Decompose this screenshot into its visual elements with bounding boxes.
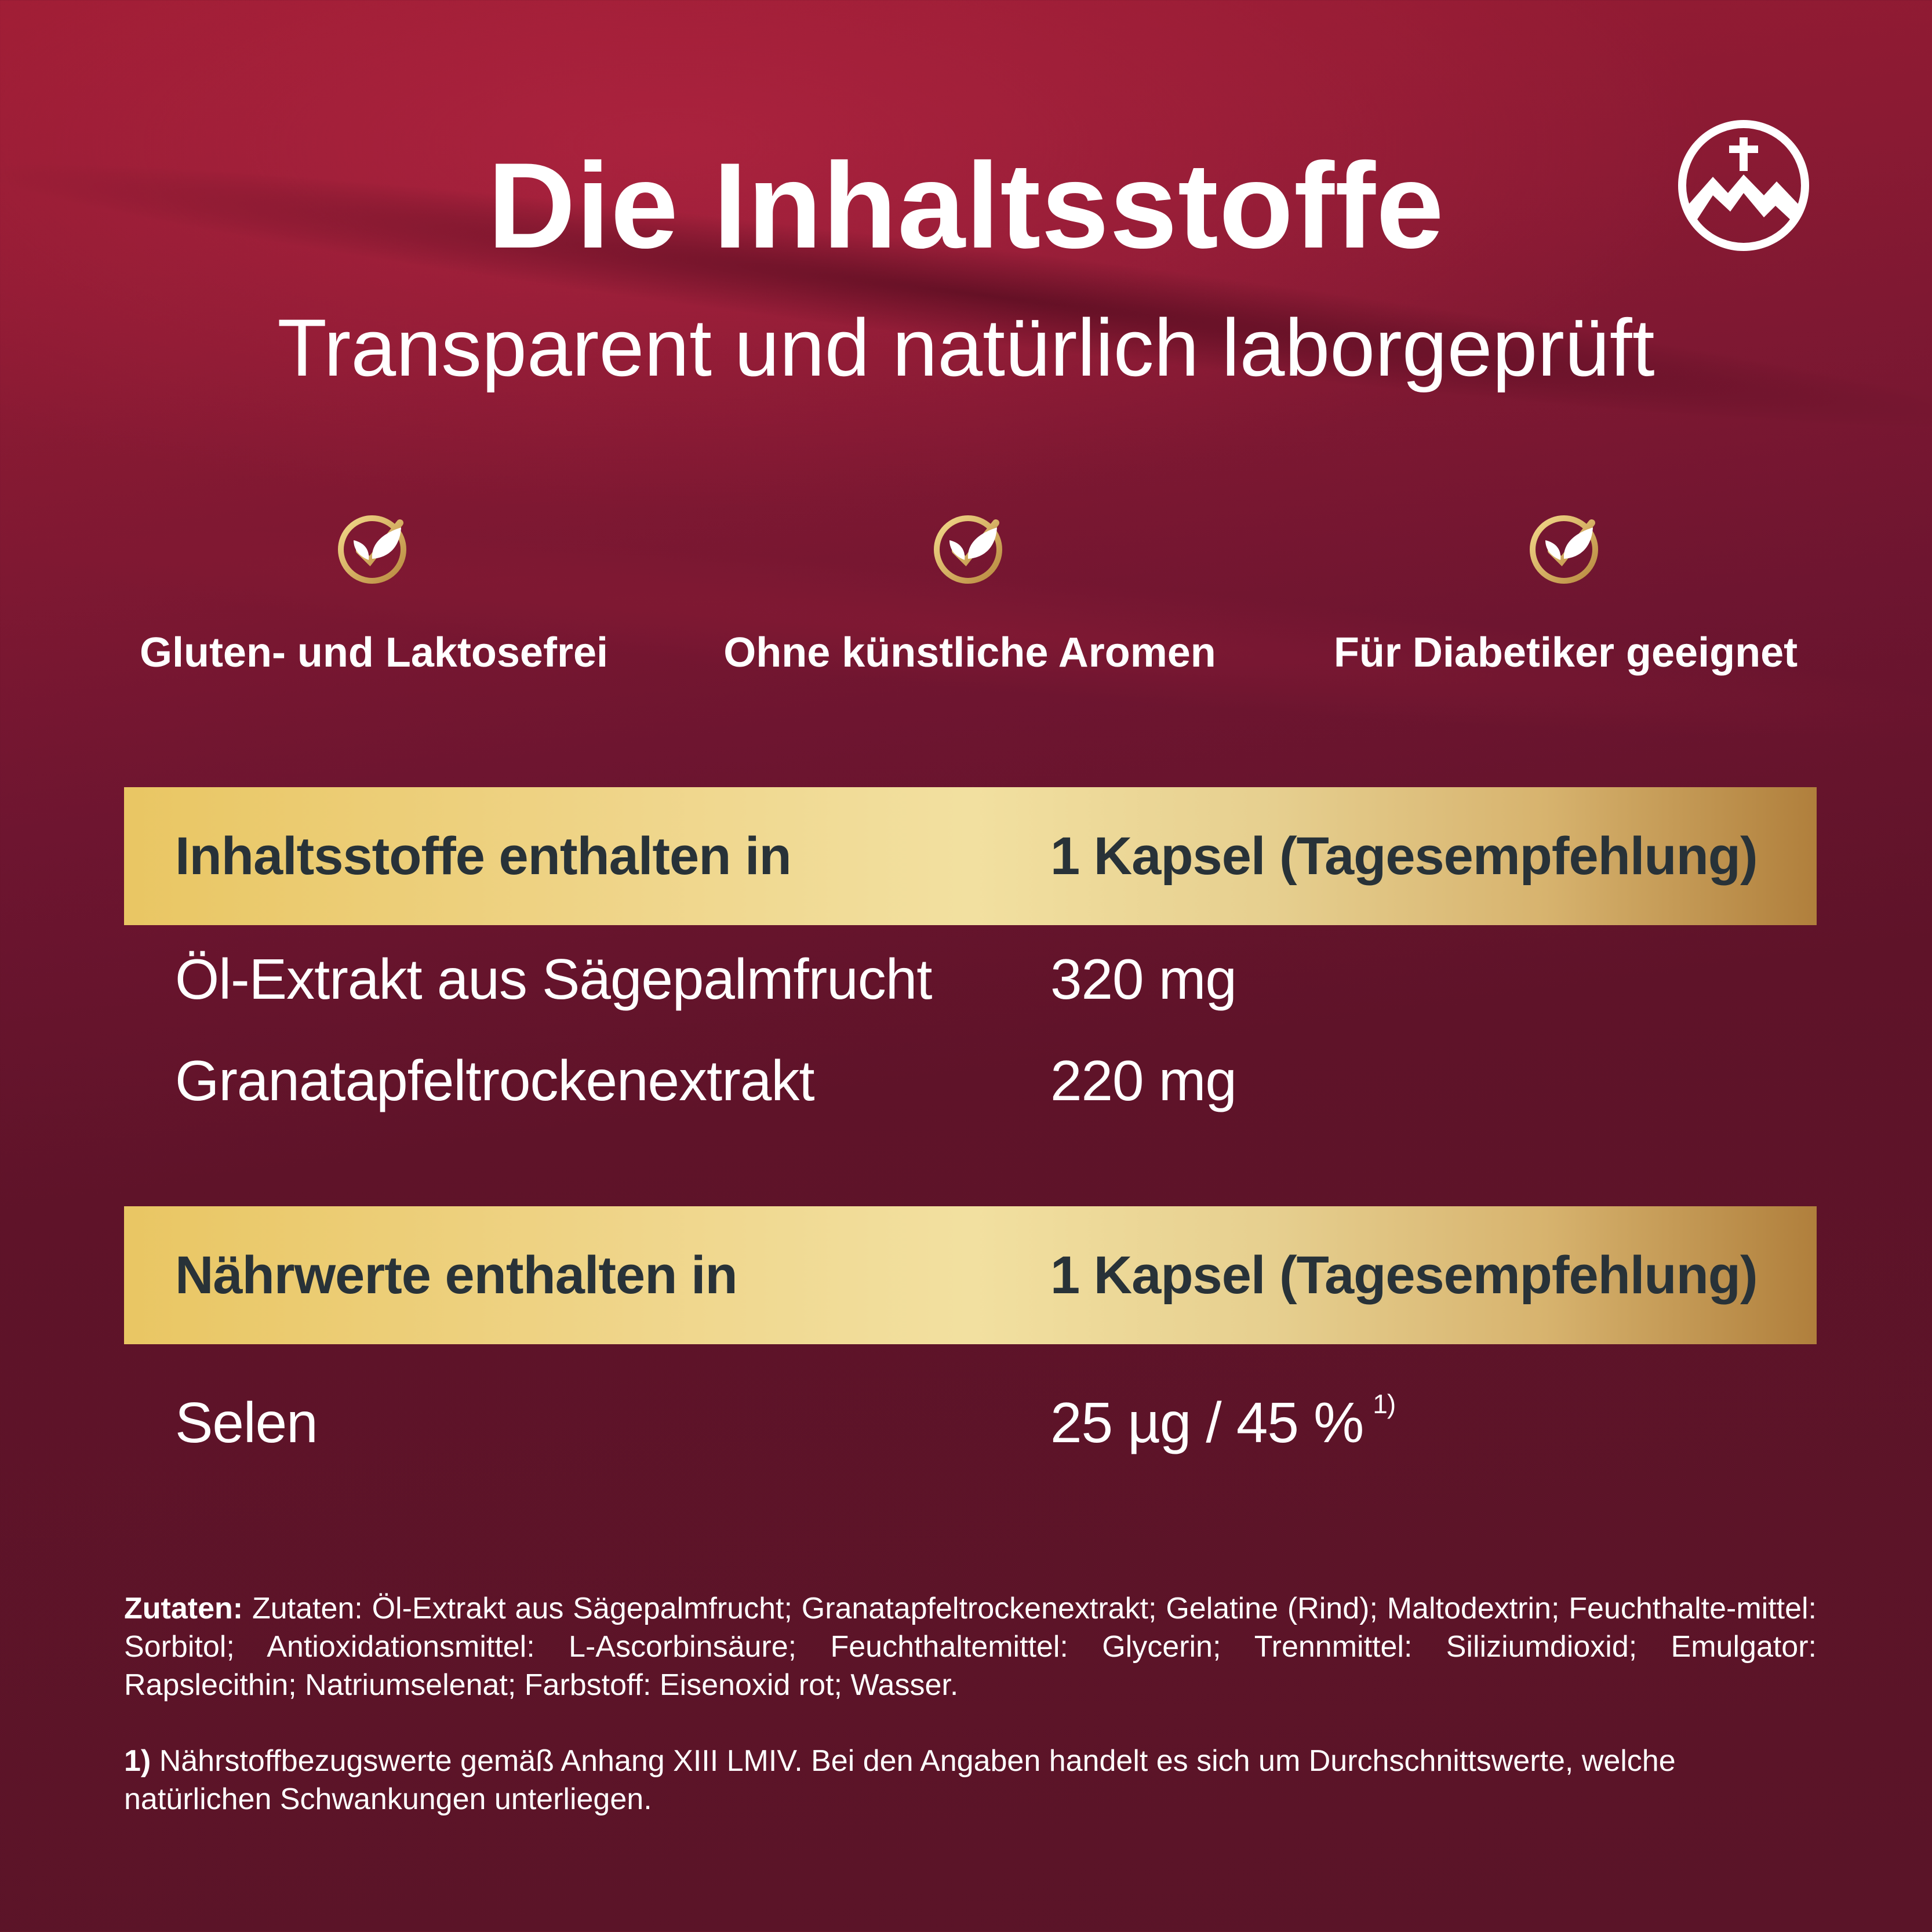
footnote: 1) Nährstoffbezugswerte gemäß Anhang XII… <box>124 1742 1817 1818</box>
nutrient-value-cell: 25 µg / 45 % 1) <box>1050 1391 1396 1454</box>
feature-gluten-lactose-free: Gluten- und Laktosefrei <box>70 510 678 674</box>
table-header-right: 1 Kapsel (Tagesempfehlung) <box>1050 826 1758 886</box>
ingredients-label: Zutaten: <box>124 1592 243 1625</box>
ingredient-value: 220 mg <box>1050 1049 1237 1112</box>
table-header-left: Inhaltsstoffe enthalten in <box>175 826 792 886</box>
page-subtitle: Transparent und natürlich laborgeprüft <box>277 302 1655 393</box>
nutrients-table-header: Nährwerte enthalten in 1 Kapsel (Tagesem… <box>124 1206 1817 1344</box>
leaf-check-icon <box>1530 515 1598 584</box>
feature-suitable-for-diabetics: Für Diabetiker geeignet <box>1261 510 1870 674</box>
footnote-label: 1) <box>124 1744 151 1778</box>
feature-label: Für Diabetiker geeignet <box>1333 630 1798 676</box>
feature-label: Ohne künstliche Aromen <box>723 630 1216 676</box>
ingredient-value: 320 mg <box>1050 947 1237 1011</box>
feature-label: Gluten- und Laktosefrei <box>139 630 609 676</box>
nutrient-value: 25 µg / 45 % <box>1050 1391 1364 1454</box>
footnote-ref: 1) <box>1373 1389 1396 1419</box>
ingredients-table-header: Inhaltsstoffe enthalten in 1 Kapsel (Tag… <box>124 787 1817 925</box>
footnote-body: Nährstoffbezugswerte gemäß Anhang XIII L… <box>124 1744 1676 1816</box>
ingredients-body: Zutaten: Öl-Extrakt aus Sägepalmfrucht; … <box>124 1592 1817 1702</box>
nutrient-name: Selen <box>175 1391 318 1454</box>
leaf-check-icon <box>934 515 1002 584</box>
feature-no-artificial-flavors: Ohne künstliche Aromen <box>665 510 1274 674</box>
mountain-cross-icon <box>1678 120 1809 251</box>
table-header-left: Nährwerte enthalten in <box>175 1245 738 1305</box>
ingredient-name: Öl-Extrakt aus Sägepalmfrucht <box>175 947 932 1011</box>
ingredient-name: Granatapfeltrockenextrakt <box>175 1049 815 1112</box>
page-title: Die Inhaltsstoffe <box>487 137 1445 274</box>
ingredients-text: Zutaten: Zutaten: Öl-Extrakt aus Sägepal… <box>124 1589 1817 1704</box>
table-header-right: 1 Kapsel (Tagesempfehlung) <box>1050 1245 1758 1305</box>
leaf-check-icon <box>338 515 406 584</box>
